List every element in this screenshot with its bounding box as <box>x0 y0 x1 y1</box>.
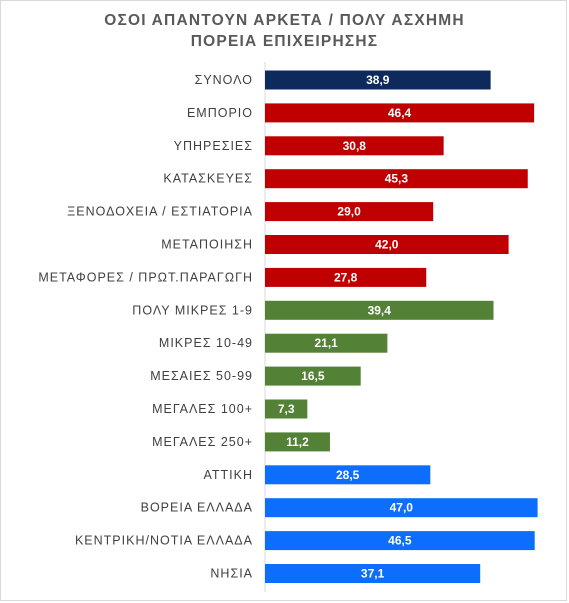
data-label: 29,0 <box>337 205 361 219</box>
bar <box>265 136 444 156</box>
category-label: ΠΟΛΥ ΜΙΚΡΕΣ 1-9 <box>132 303 253 317</box>
category-label: ΜΕΤΑΦΟΡΕΣ / ΠΡΩΤ.ΠΑΡΑΓΩΓΗ <box>38 270 253 284</box>
bar <box>265 498 538 518</box>
data-label: 27,8 <box>334 270 358 284</box>
data-label: 16,5 <box>301 369 325 383</box>
data-label: 7,3 <box>278 402 295 416</box>
bar <box>265 267 427 287</box>
category-label: ΚΕΝΤΡΙΚΗ/ΝΟΤΙΑ ΕΛΛΑΔΑ <box>75 534 253 548</box>
category-label: ΜΙΚΡΕΣ 10-49 <box>159 336 253 350</box>
category-label: ΞΕΝΟΔΟΧΕΙΑ / ΕΣΤΙΑΤΟΡΙΑ <box>67 205 253 219</box>
bar <box>265 103 535 123</box>
data-label: 28,5 <box>336 468 360 482</box>
category-label: ΝΗΣΙΑ <box>210 567 253 581</box>
data-label: 46,4 <box>388 106 412 120</box>
data-label: 45,3 <box>385 172 409 186</box>
data-label: 46,5 <box>388 534 412 548</box>
bar <box>265 564 481 583</box>
data-label: 42,0 <box>375 238 399 252</box>
category-label: ΚΑΤΑΣΚΕΥΕΣ <box>163 172 253 186</box>
bar <box>265 333 388 353</box>
bar <box>265 235 509 254</box>
bar <box>265 202 434 222</box>
bar <box>265 465 431 485</box>
data-label: 39,4 <box>368 303 392 317</box>
category-label: ΑΤΤΙΚΗ <box>203 468 253 482</box>
category-label: ΜΕΤΑΠΟΙΗΣΗ <box>161 238 253 252</box>
chart-title-line-2: ΠΟΡΕΙΑ ΕΠΙΧΕΙΡΗΣΗΣ <box>190 33 379 50</box>
category-label: ΣΥΝΟΛΟ <box>195 73 253 87</box>
category-label: ΜΕΓΑΛΕΣ 100+ <box>152 402 253 416</box>
bar <box>265 70 491 90</box>
bar <box>265 169 528 189</box>
data-label: 37,1 <box>361 567 385 581</box>
category-label: ΥΠΗΡΕΣΙΕΣ <box>174 139 253 153</box>
chart-title: ΟΣΟΙ ΑΠΑΝΤΟΥΝ ΑΡΚΕΤΑ / ΠΟΛΥ ΑΣΧΗΜΗ ΠΟΡΕΙ… <box>0 10 569 52</box>
category-label: ΜΕΣΑΙΕΣ 50-99 <box>150 369 253 383</box>
data-label: 47,0 <box>390 501 414 515</box>
chart-title-line-1: ΟΣΟΙ ΑΠΑΝΤΟΥΝ ΑΡΚΕΤΑ / ΠΟΛΥ ΑΣΧΗΜΗ <box>104 12 465 29</box>
category-label: ΜΕΓΑΛΕΣ 250+ <box>152 435 253 449</box>
bar <box>265 300 494 320</box>
bar <box>265 531 535 551</box>
data-label: 21,1 <box>315 336 339 350</box>
category-label: ΕΜΠΟΡΙΟ <box>187 106 253 120</box>
data-label: 38,9 <box>366 73 390 87</box>
category-label: ΒΟΡΕΙΑ ΕΛΛΑΔΑ <box>141 501 253 515</box>
bar <box>265 366 361 386</box>
bar <box>265 432 330 452</box>
data-label: 30,8 <box>343 139 367 153</box>
data-label: 11,2 <box>286 435 309 449</box>
bar <box>265 399 308 419</box>
